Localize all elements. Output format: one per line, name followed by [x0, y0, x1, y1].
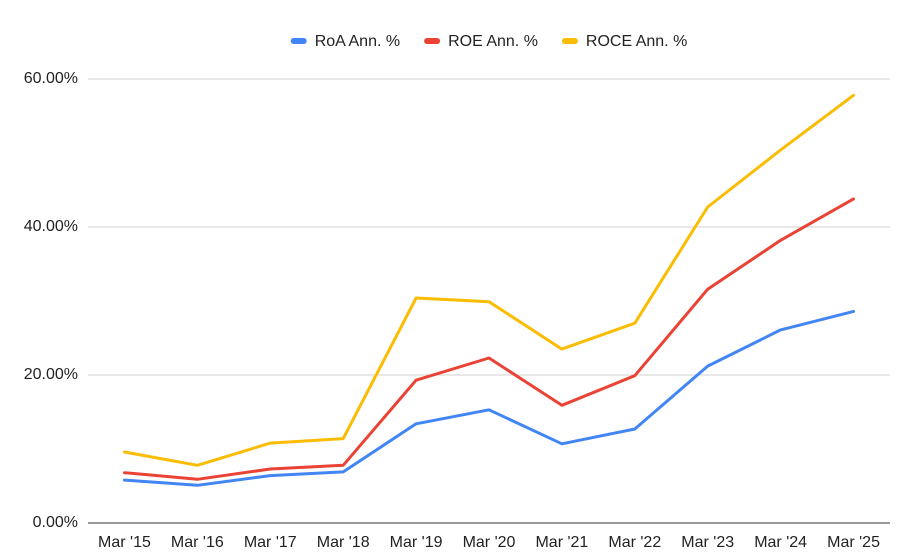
x-tick-label: Mar '24 — [754, 534, 807, 551]
x-tick-label: Mar '18 — [317, 534, 370, 551]
legend-label: ROCE Ann. % — [586, 33, 687, 50]
x-tick-label: Mar '16 — [171, 534, 224, 551]
legend-swatch — [561, 38, 578, 44]
x-tick-label: Mar '19 — [390, 534, 443, 551]
legend-swatch — [290, 38, 307, 44]
y-tick-label: 60.00% — [24, 70, 78, 87]
y-tick-label: 0.00% — [33, 514, 78, 531]
x-tick-label: Mar '21 — [535, 534, 588, 551]
series-line — [123, 309, 855, 487]
x-tick-label: Mar '25 — [827, 534, 880, 551]
series-line — [123, 93, 855, 467]
legend-label: RoA Ann. % — [315, 33, 400, 50]
x-tick-label: Mar '20 — [463, 534, 516, 551]
x-tick-label: Mar '17 — [244, 534, 297, 551]
x-tick-label: Mar '23 — [681, 534, 734, 551]
legend-swatch — [424, 38, 441, 44]
y-tick-label: 40.00% — [24, 218, 78, 235]
series-line — [123, 197, 855, 481]
legend-label: ROE Ann. % — [448, 33, 538, 50]
x-tick-label: Mar '15 — [98, 534, 151, 551]
y-tick-label: 20.00% — [24, 366, 78, 383]
x-tick-label: Mar '22 — [608, 534, 661, 551]
